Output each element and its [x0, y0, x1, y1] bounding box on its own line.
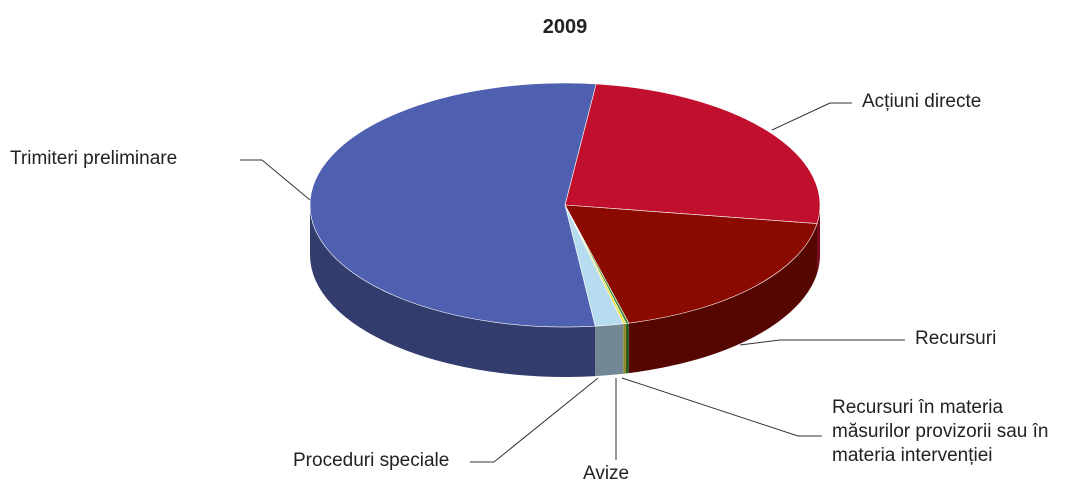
chart-title: 2009 [542, 16, 588, 38]
slice-label: Avize [583, 463, 630, 484]
pie-slice-side [626, 323, 629, 374]
pie-slice-side [628, 223, 818, 374]
pie-slice-side [623, 323, 627, 374]
pie-slice [564, 204, 818, 324]
pie-slice-side [595, 323, 624, 377]
leader-line [493, 377, 599, 463]
slice-label: Recursuri [915, 328, 997, 349]
slice-label: Recursuri în materia măsurilor provizori… [832, 397, 1049, 466]
pie-slice [309, 82, 597, 328]
leader-line [261, 159, 311, 201]
leader-line [771, 102, 831, 131]
pie-sides [310, 205, 820, 377]
pie-slice [564, 83, 821, 224]
slice-label: Trimiteri preliminare [10, 148, 178, 169]
pie-slice-side [310, 205, 596, 377]
pie-tops [309, 82, 821, 328]
slice-label: Acțiuni directe [862, 91, 982, 112]
slice-label: Proceduri speciale [293, 450, 450, 471]
leader-line [621, 377, 799, 437]
leader-lines [240, 102, 905, 463]
leader-line [739, 339, 781, 346]
